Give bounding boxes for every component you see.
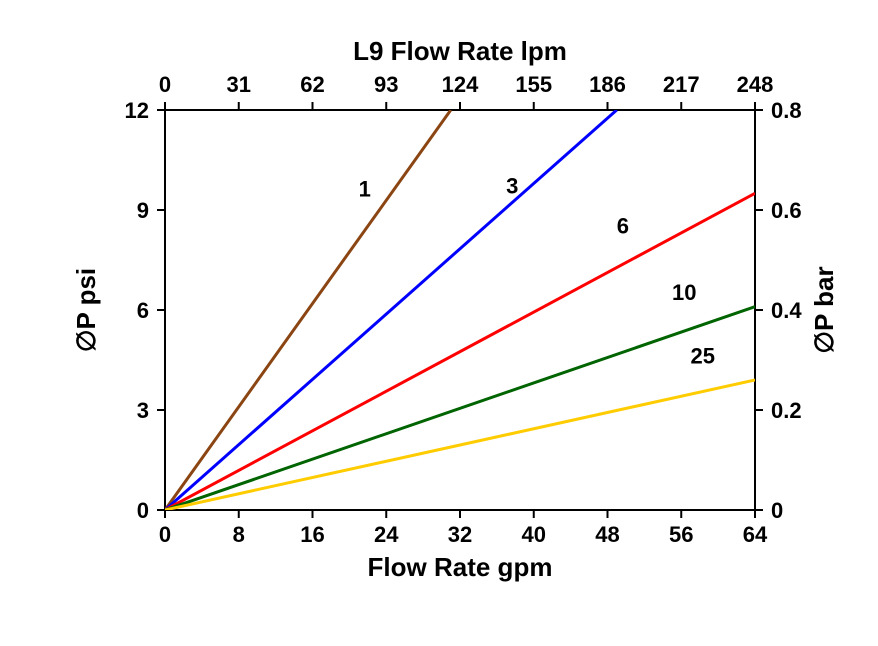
y-left-tick-label: 12 (125, 98, 149, 123)
x-top-tick-label: 93 (374, 72, 398, 97)
x-bottom-tick-label: 56 (669, 522, 693, 547)
series-label-6: 6 (617, 213, 629, 238)
chart-container: 0816243240485664Flow Rate gpm03162931241… (0, 0, 878, 646)
pressure-flow-chart: 0816243240485664Flow Rate gpm03162931241… (0, 0, 878, 646)
y-right-tick-label: 0.2 (771, 398, 802, 423)
y-right-tick-label: 0 (771, 498, 783, 523)
y-left-label: ∅P psi (71, 268, 101, 352)
x-bottom-tick-label: 0 (159, 522, 171, 547)
y-right-tick-label: 0.4 (771, 298, 802, 323)
x-bottom-tick-label: 48 (595, 522, 619, 547)
x-bottom-tick-label: 24 (374, 522, 399, 547)
x-bottom-label: Flow Rate gpm (368, 552, 553, 582)
chart-title: L9 Flow Rate lpm (353, 36, 567, 66)
x-bottom-tick-label: 40 (522, 522, 546, 547)
x-top-tick-label: 0 (159, 72, 171, 97)
x-top-tick-label: 62 (300, 72, 324, 97)
x-bottom-tick-label: 64 (743, 522, 768, 547)
x-top-tick-label: 31 (227, 72, 251, 97)
series-label-25: 25 (690, 343, 714, 368)
series-label-1: 1 (359, 177, 371, 202)
y-right-tick-label: 0.6 (771, 198, 802, 223)
y-right-tick-label: 0.8 (771, 98, 802, 123)
series-label-10: 10 (672, 280, 696, 305)
y-left-tick-label: 3 (137, 398, 149, 423)
x-bottom-tick-label: 8 (233, 522, 245, 547)
x-top-tick-label: 217 (663, 72, 700, 97)
y-right-label: ∅P bar (809, 266, 839, 353)
y-left-tick-label: 0 (137, 498, 149, 523)
x-top-tick-label: 186 (589, 72, 626, 97)
x-top-tick-label: 155 (515, 72, 552, 97)
x-top-tick-label: 124 (442, 72, 479, 97)
series-label-3: 3 (506, 173, 518, 198)
x-bottom-tick-label: 16 (300, 522, 324, 547)
y-left-tick-label: 6 (137, 298, 149, 323)
x-bottom-tick-label: 32 (448, 522, 472, 547)
y-left-tick-label: 9 (137, 198, 149, 223)
x-top-tick-label: 248 (737, 72, 774, 97)
